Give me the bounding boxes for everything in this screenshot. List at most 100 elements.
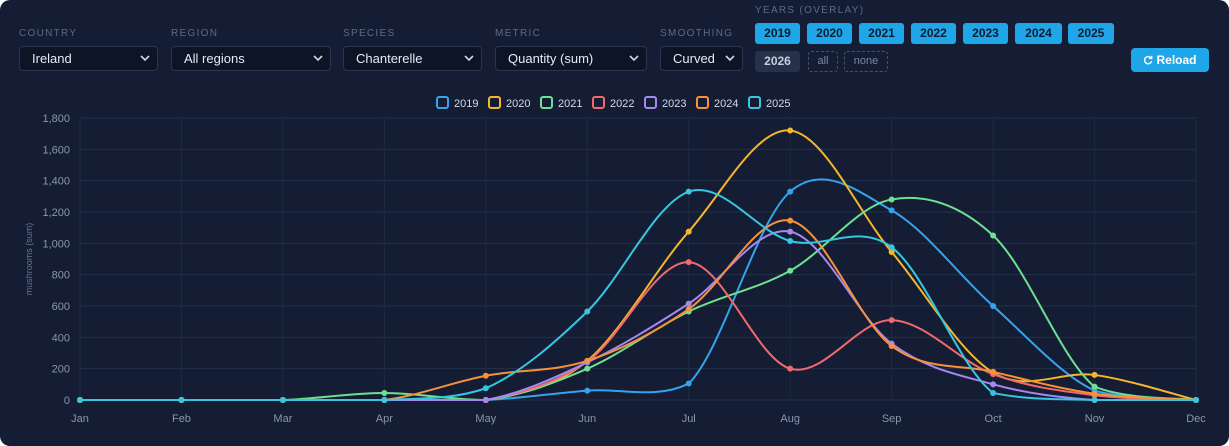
legend-swatch [644,96,657,109]
year-chip-2020[interactable]: 2020 [807,23,852,44]
region-value: All regions [184,51,245,66]
year-chip-2025[interactable]: 2025 [1068,23,1114,44]
data-point-2021[interactable] [1091,383,1098,390]
species-value: Chanterelle [356,51,423,66]
x-tick-label: Mar [273,413,292,425]
data-point-2021[interactable] [787,267,794,274]
metric-value: Quantity (sum) [508,51,594,66]
data-point-2025[interactable] [77,397,83,403]
series-line-2023 [80,230,1196,401]
data-point-2019[interactable] [787,188,794,195]
data-point-2025[interactable] [381,397,388,403]
y-tick-label: 1,400 [42,176,70,188]
x-tick-label: Oct [985,413,1002,425]
data-point-2024[interactable] [787,217,794,224]
legend-item-2022[interactable]: 2022 [592,96,634,110]
data-point-2022[interactable] [787,365,794,372]
years-label: YEARS (OVERLAY) [755,5,865,16]
legend-swatch [696,96,709,109]
y-tick-label: 600 [52,301,70,313]
series-line-2020 [80,129,1197,401]
species-select[interactable]: Chanterelle [343,46,482,71]
x-tick-label: Dec [1186,413,1206,425]
data-point-2023[interactable] [990,381,997,388]
data-point-2021[interactable] [584,365,591,372]
data-point-2025[interactable] [990,389,997,396]
data-point-2025[interactable] [1091,397,1098,403]
data-point-2025[interactable] [178,397,185,403]
data-point-2021[interactable] [888,196,895,203]
data-point-2025[interactable] [685,188,692,195]
smoothing-value: Curved [673,51,715,66]
data-point-2021[interactable] [990,232,997,239]
data-point-2021[interactable] [381,389,388,396]
data-point-2020[interactable] [1091,371,1098,378]
y-tick-label: 200 [52,364,70,376]
y-tick-label: 1,800 [42,113,70,125]
data-point-2024[interactable] [685,306,692,313]
legend-label: 2025 [766,98,790,110]
data-point-2022[interactable] [888,317,895,324]
country-label: COUNTRY [19,28,78,39]
legend-item-2023[interactable]: 2023 [644,96,686,110]
species-label: SPECIES [343,28,396,39]
data-point-2025[interactable] [584,308,591,315]
data-point-2025[interactable] [888,244,895,251]
legend-label: 2021 [558,98,582,110]
select-all-years-button[interactable]: all [808,51,838,72]
legend-item-2025[interactable]: 2025 [748,96,790,110]
year-chip-2021[interactable]: 2021 [859,23,904,44]
year-chip-2019[interactable]: 2019 [755,23,800,44]
data-point-2020[interactable] [888,248,895,255]
data-point-2024[interactable] [990,368,997,375]
data-point-2023[interactable] [482,397,489,403]
series-line-2024 [80,219,1197,401]
legend-item-2021[interactable]: 2021 [540,96,582,110]
select-no-years-button[interactable]: none [844,51,888,72]
chevron-down-icon [313,55,323,62]
year-chip-2023[interactable]: 2023 [963,23,1008,44]
legend-swatch [748,96,761,109]
data-point-2025[interactable] [482,385,489,392]
data-point-2023[interactable] [685,300,692,307]
y-tick-label: 1,600 [42,144,70,156]
data-point-2024[interactable] [584,357,591,364]
data-point-2020[interactable] [685,228,692,235]
country-select[interactable]: Ireland [19,46,158,71]
data-point-2020[interactable] [787,127,794,134]
x-tick-label: Sep [882,413,902,425]
legend-item-2020[interactable]: 2020 [488,96,530,110]
data-point-2025[interactable] [787,237,794,244]
smoothing-select[interactable]: Curved [660,46,743,71]
data-point-2025[interactable] [1193,397,1199,403]
legend-label: 2020 [506,98,530,110]
metric-select[interactable]: Quantity (sum) [495,46,647,71]
data-point-2019[interactable] [888,207,895,214]
x-tick-label: May [475,413,496,425]
y-axis-title: mushrooms (sum) [24,223,34,296]
data-point-2019[interactable] [584,387,591,394]
legend-item-2019[interactable]: 2019 [436,96,478,110]
region-select[interactable]: All regions [171,46,331,71]
data-point-2022[interactable] [685,259,692,266]
y-tick-label: 0 [64,395,70,407]
year-chip-2026[interactable]: 2026 [755,51,800,72]
data-point-2019[interactable] [990,303,997,309]
data-point-2025[interactable] [279,397,286,403]
data-point-2024[interactable] [1091,390,1098,397]
y-tick-label: 800 [52,270,70,282]
year-chip-2024[interactable]: 2024 [1015,23,1062,44]
y-tick-label: 1,200 [42,207,70,219]
legend-item-2024[interactable]: 2024 [696,96,738,110]
data-point-2023[interactable] [787,228,794,235]
data-point-2024[interactable] [888,342,895,349]
reload-label: Reload [1156,53,1197,67]
data-point-2024[interactable] [482,372,489,379]
data-point-2019[interactable] [685,380,692,387]
x-tick-label: Jan [71,413,89,425]
region-label: REGION [171,28,219,39]
reload-button[interactable]: Reload [1131,48,1209,72]
year-chip-2022[interactable]: 2022 [911,23,956,44]
refresh-icon [1144,55,1153,65]
